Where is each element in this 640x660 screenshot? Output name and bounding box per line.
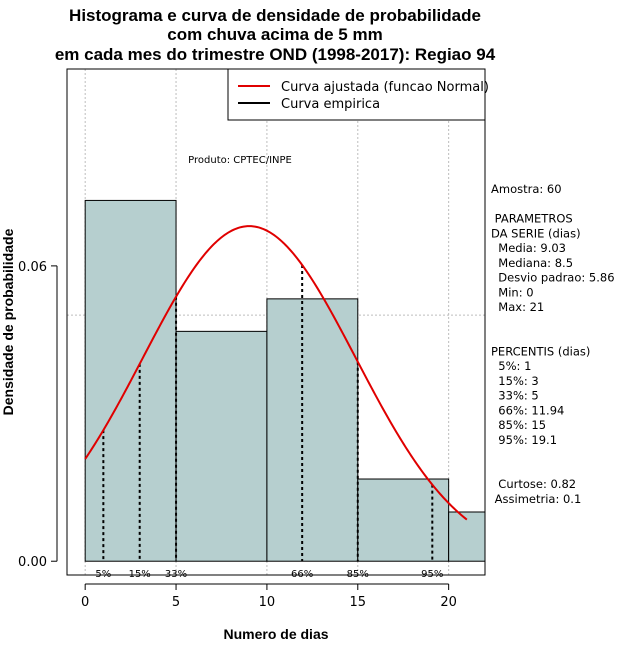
x-axis-label: Numero de dias bbox=[223, 626, 328, 642]
x-tick-label: 20 bbox=[440, 595, 457, 610]
legend-label-empirical: Curva empirica bbox=[281, 97, 380, 112]
stats-line: 5%: 1 bbox=[491, 359, 531, 373]
chart-title: Histograma e curva de densidade de proba… bbox=[55, 6, 496, 64]
stats-line: Max: 21 bbox=[491, 300, 544, 314]
histogram-bar bbox=[266, 298, 359, 562]
x-tick-label: 5 bbox=[172, 595, 180, 610]
x-tick-label: 0 bbox=[81, 595, 89, 610]
y-tick-label: 0.06 bbox=[18, 260, 47, 275]
title-line-1: Histograma e curva de densidade de proba… bbox=[69, 6, 481, 25]
stats-line: Media: 9.03 bbox=[491, 241, 566, 255]
stats-line: 85%: 15 bbox=[491, 418, 546, 432]
y-axis-label: Densidade de probabilidade bbox=[0, 228, 16, 415]
stats-line: Mediana: 8.5 bbox=[491, 256, 573, 270]
stats-line: Min: 0 bbox=[491, 285, 534, 299]
legend-label-fitted: Curva ajustada (funcao Normal) bbox=[281, 80, 489, 95]
stats-line: 95%: 19.1 bbox=[491, 433, 557, 447]
normal-curve-line bbox=[84, 225, 468, 521]
title-line-3: em cada mes do trimestre OND (1998-2017)… bbox=[55, 45, 496, 64]
stats-line: 66%: 11.94 bbox=[491, 403, 564, 417]
stats-line: Amostra: 60 bbox=[491, 182, 562, 196]
stats-line: PERCENTIS (dias) bbox=[491, 344, 590, 358]
legend-box bbox=[227, 68, 486, 121]
histogram-bar bbox=[448, 511, 486, 562]
legend: Curva ajustada (funcao Normal) Curva emp… bbox=[227, 68, 489, 121]
stats-line: 33%: 5 bbox=[491, 389, 539, 403]
stats-line: DA SERIE (dias) bbox=[491, 226, 581, 240]
x-tick-label: 15 bbox=[350, 595, 367, 610]
histogram-bars bbox=[84, 199, 486, 562]
stats-line: Assimetria: 0.1 bbox=[491, 492, 581, 506]
stats-line: Curtose: 0.82 bbox=[491, 477, 576, 491]
title-line-2: com chuva acima de 5 mm bbox=[167, 25, 382, 44]
normal-curve bbox=[84, 225, 468, 521]
histogram-bar bbox=[357, 478, 450, 562]
stats-line: Desvio padrao: 5.86 bbox=[491, 271, 615, 285]
stats-line: 15%: 3 bbox=[491, 374, 539, 388]
product-annotation: Produto: CPTEC/INPE bbox=[188, 155, 292, 166]
stats-line: PARAMETROS bbox=[491, 212, 573, 226]
axes: 0 5 10 15 20 0.00 0.06 bbox=[18, 260, 457, 610]
histogram-bar bbox=[175, 330, 268, 562]
x-tick-label: 10 bbox=[259, 595, 276, 610]
y-tick-label: 0.00 bbox=[18, 555, 47, 570]
